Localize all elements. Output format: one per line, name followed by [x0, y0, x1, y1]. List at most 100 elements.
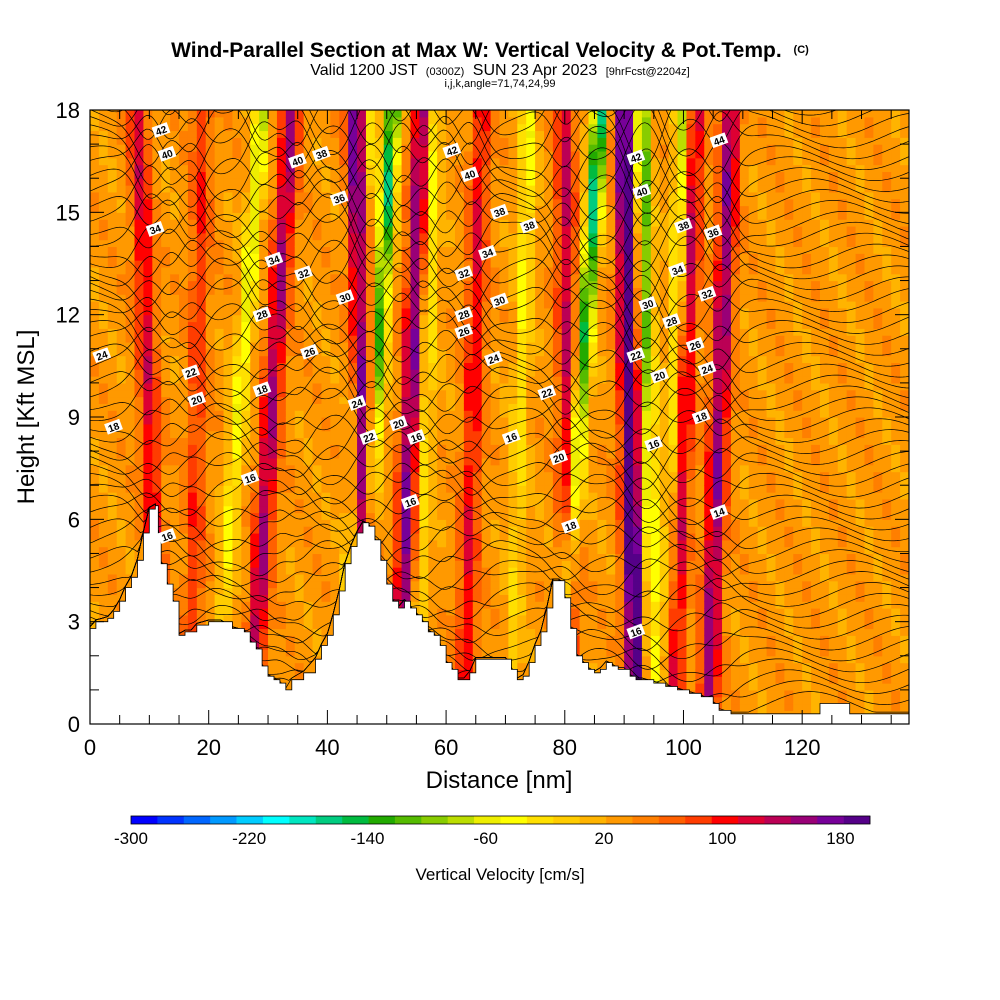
velocity-cell — [161, 382, 171, 391]
velocity-cell — [428, 573, 438, 582]
velocity-cell — [544, 137, 554, 145]
velocity-cell — [526, 301, 536, 309]
velocity-cell — [446, 648, 456, 657]
velocity-cell — [357, 464, 367, 473]
velocity-cell — [321, 539, 331, 548]
velocity-cell — [321, 417, 331, 425]
velocity-cell — [561, 478, 572, 486]
velocity-cell — [437, 546, 447, 555]
velocity-cell — [535, 478, 545, 486]
velocity-cell — [437, 539, 447, 548]
velocity-cell — [214, 362, 225, 370]
velocity-cell — [223, 335, 234, 343]
velocity-cell — [259, 648, 269, 657]
velocity-cell — [428, 403, 438, 411]
velocity-cell — [446, 608, 456, 616]
velocity-cell — [428, 301, 438, 309]
velocity-cell — [544, 471, 554, 479]
velocity-cell — [232, 253, 242, 261]
velocity-cell — [321, 301, 331, 309]
velocity-cell — [365, 219, 376, 227]
velocity-cell — [303, 110, 314, 118]
velocity-cell — [321, 130, 331, 138]
velocity-cell — [446, 287, 456, 295]
velocity-cell — [348, 492, 358, 500]
velocity-cell — [428, 260, 438, 268]
velocity-cell — [374, 178, 385, 186]
velocity-cell — [107, 376, 118, 384]
velocity-cell — [205, 137, 216, 145]
velocity-cell — [383, 532, 394, 541]
velocity-cell — [276, 553, 287, 561]
velocity-cell — [170, 116, 180, 125]
velocity-cell — [143, 130, 153, 138]
velocity-cell — [526, 410, 536, 418]
velocity-cell — [410, 307, 420, 316]
velocity-cell — [570, 498, 581, 507]
velocity-cell — [107, 478, 118, 486]
velocity-cell — [552, 505, 563, 514]
velocity-cell — [374, 232, 385, 241]
velocity-cell — [410, 526, 420, 534]
velocity-cell — [98, 430, 109, 439]
velocity-cell — [268, 580, 278, 589]
velocity-cell — [339, 553, 349, 561]
velocity-cell — [285, 376, 296, 384]
velocity-cell — [454, 205, 465, 213]
velocity-cell — [205, 451, 216, 459]
velocity-cell — [268, 403, 278, 411]
velocity-cell — [268, 512, 278, 520]
velocity-cell — [143, 457, 153, 466]
velocity-cell — [552, 341, 563, 350]
velocity-cell — [490, 246, 501, 254]
velocity-cell — [428, 430, 438, 439]
velocity-cell — [401, 301, 412, 309]
velocity-cell — [463, 498, 474, 507]
velocity-cell — [268, 457, 278, 466]
velocity-cell — [463, 628, 474, 636]
velocity-cell — [285, 382, 296, 391]
velocity-cell — [241, 232, 251, 241]
velocity-cell — [214, 444, 225, 452]
velocity-cell — [134, 505, 145, 514]
velocity-cell — [437, 307, 447, 316]
velocity-cell — [472, 198, 483, 207]
velocity-cell — [161, 314, 171, 323]
velocity-cell — [570, 417, 581, 425]
velocity-cell — [143, 430, 153, 439]
velocity-cell — [374, 457, 385, 466]
velocity-cell — [446, 239, 456, 248]
velocity-cell — [294, 164, 305, 172]
velocity-cell — [232, 417, 242, 425]
velocity-cell — [437, 260, 447, 268]
velocity-cell — [552, 178, 563, 186]
velocity-cell — [535, 348, 545, 357]
velocity-cell — [508, 580, 518, 589]
velocity-cell — [250, 601, 260, 609]
velocity-cell — [481, 150, 492, 159]
velocity-cell — [143, 341, 153, 350]
velocity-cell — [570, 621, 581, 630]
velocity-cell — [437, 294, 447, 302]
velocity-cell — [374, 130, 385, 138]
velocity-cell — [196, 532, 207, 541]
velocity-cell — [508, 328, 518, 336]
velocity-cell — [508, 594, 518, 602]
velocity-cell — [268, 532, 278, 541]
velocity-cell — [134, 430, 145, 439]
velocity-cell — [170, 191, 180, 200]
velocity-cell — [187, 403, 198, 411]
velocity-cell — [276, 314, 287, 323]
velocity-cell — [428, 266, 438, 275]
velocity-cell — [303, 505, 314, 514]
velocity-cell — [161, 116, 171, 125]
velocity-cell — [90, 410, 100, 418]
velocity-cell — [312, 178, 323, 186]
velocity-cell — [214, 573, 225, 582]
velocity-cell — [107, 178, 118, 186]
velocity-cell — [312, 464, 323, 473]
velocity-cell — [357, 164, 367, 172]
velocity-cell — [365, 457, 376, 466]
velocity-cell — [357, 144, 367, 152]
velocity-cell — [454, 185, 465, 193]
